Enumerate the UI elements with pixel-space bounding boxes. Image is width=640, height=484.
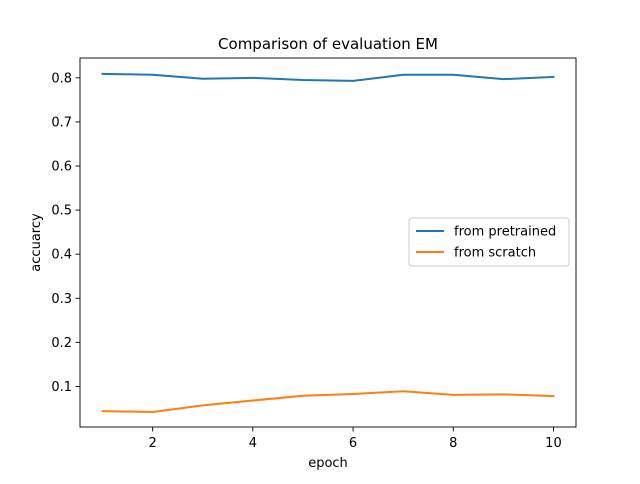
x-tick-label: 2 xyxy=(149,436,157,451)
y-tick-label: 0.5 xyxy=(51,204,72,219)
x-axis-ticks: 2 4 6 8 10 xyxy=(149,427,562,451)
y-tick-label: 0.6 xyxy=(51,160,72,175)
legend-box xyxy=(408,217,570,267)
y-tick-label: 0.1 xyxy=(51,380,72,395)
legend-label-0: from pretrained xyxy=(454,225,556,240)
x-tick-label: 8 xyxy=(449,436,457,451)
x-tick-label: 6 xyxy=(349,436,357,451)
legend-label-1: from scratch xyxy=(454,246,536,261)
y-tick-label: 0.2 xyxy=(51,336,72,351)
x-tick-label: 10 xyxy=(545,436,562,451)
series-line-1 xyxy=(101,390,555,414)
x-axis-label: epoch xyxy=(308,456,348,471)
plot-frame xyxy=(79,57,577,428)
y-tick-label: 0.4 xyxy=(51,248,72,263)
legend: from pretrained from scratch xyxy=(408,217,570,267)
series-layer xyxy=(101,72,555,414)
chart-title: Comparison of evaluation EM xyxy=(218,35,438,53)
y-tick-label: 0.8 xyxy=(51,71,72,86)
y-axis-ticks: 0.1 0.2 0.3 0.4 0.5 0.6 0.7 0.8 xyxy=(51,71,80,395)
x-tick-label: 4 xyxy=(249,436,257,451)
series-line-0 xyxy=(101,72,555,82)
y-axis-label: accuarcy xyxy=(29,213,44,272)
y-tick-label: 0.3 xyxy=(51,292,72,307)
y-tick-label: 0.7 xyxy=(51,115,72,130)
